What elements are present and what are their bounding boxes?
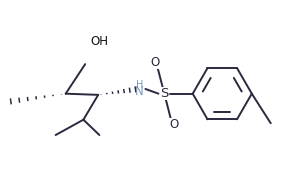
Text: OH: OH [90,35,108,48]
Text: H: H [136,80,143,90]
Text: O: O [150,56,160,69]
Text: S: S [160,87,168,100]
Text: O: O [169,119,178,132]
Text: N: N [135,85,144,98]
